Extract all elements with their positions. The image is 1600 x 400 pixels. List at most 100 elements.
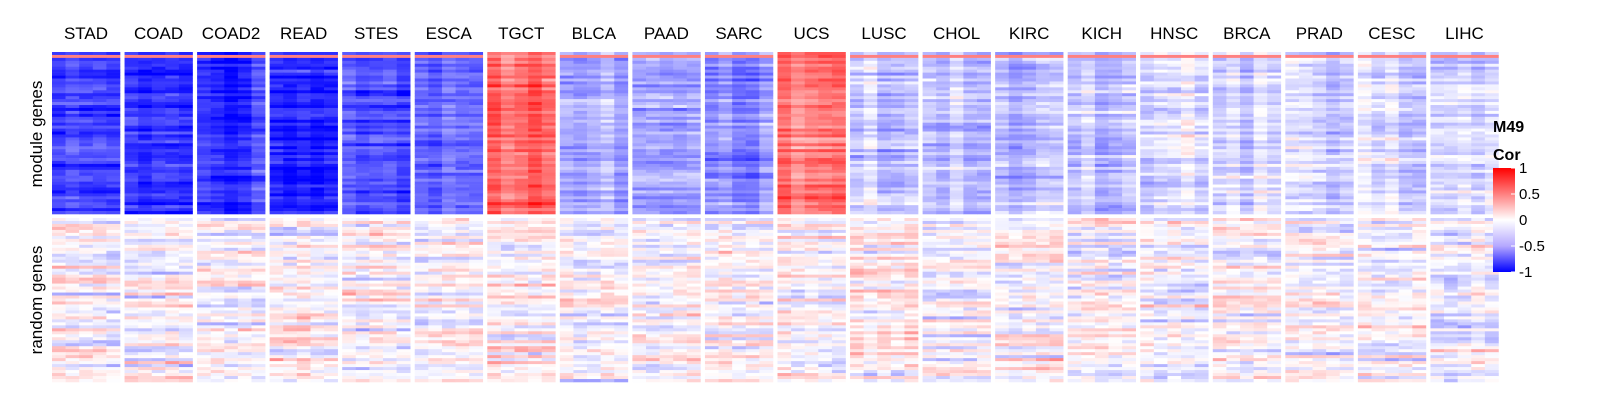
heatmap-cell — [342, 205, 357, 209]
heatmap-cell — [469, 158, 484, 162]
heatmap-cell — [686, 328, 701, 332]
heatmap-cell — [414, 72, 429, 76]
heatmap-cell — [441, 268, 456, 272]
heatmap-cell — [383, 211, 397, 215]
heatmap-cell — [342, 184, 357, 188]
heatmap-cell — [283, 232, 298, 237]
heatmap-cell — [469, 352, 484, 356]
heatmap-cell — [65, 352, 80, 356]
heatmap-cell — [269, 166, 284, 171]
heatmap-cell — [178, 149, 193, 153]
heatmap-cell — [138, 247, 153, 252]
heatmap-cell — [600, 256, 615, 261]
heatmap-cell — [369, 226, 384, 231]
heatmap-cell — [514, 52, 529, 56]
heatmap-cell — [559, 334, 574, 338]
heatmap-cell — [514, 292, 529, 296]
heatmap-cell — [414, 122, 429, 126]
heatmap-cell — [224, 131, 239, 135]
heatmap-cell — [428, 110, 443, 115]
heatmap-cell — [659, 143, 674, 147]
heatmap-cell — [528, 367, 542, 371]
heatmap-cell — [587, 322, 601, 326]
heatmap-cell — [65, 84, 80, 88]
heatmap-cell — [428, 235, 443, 240]
heatmap-cell — [237, 116, 252, 121]
heatmap-cell — [355, 149, 370, 153]
heatmap-cell — [396, 316, 411, 320]
heatmap-cell — [92, 241, 107, 246]
heatmap-cell — [528, 337, 542, 341]
heatmap-cell — [178, 175, 193, 179]
heatmap-cell — [178, 146, 193, 150]
heatmap-cell — [324, 244, 338, 249]
heatmap-cell — [500, 211, 515, 215]
heatmap-cell — [138, 331, 153, 335]
heatmap-cell — [310, 152, 325, 156]
heatmap-cell — [514, 155, 529, 159]
heatmap-cell — [600, 331, 615, 335]
heatmap-cell — [659, 301, 674, 305]
heatmap-cell — [355, 107, 370, 112]
heatmap-cell — [165, 328, 180, 332]
heatmap-cell — [414, 125, 429, 129]
heatmap-cell — [541, 271, 556, 275]
heatmap-cell — [210, 69, 225, 73]
heatmap-cell — [614, 134, 629, 138]
heatmap-cell — [469, 241, 484, 246]
heatmap-cell — [500, 75, 515, 79]
heatmap-cell — [686, 181, 701, 185]
heatmap-cell — [52, 325, 66, 329]
heatmap-cell — [659, 196, 674, 200]
heatmap-cell — [383, 334, 397, 338]
heatmap-cell — [487, 319, 502, 323]
heatmap-cell — [178, 96, 193, 100]
heatmap-cell — [52, 274, 66, 278]
heatmap-cell — [428, 163, 443, 168]
heatmap-cell — [79, 370, 94, 374]
heatmap-cell — [65, 78, 80, 82]
heatmap-cell — [138, 90, 153, 94]
heatmap-cell — [151, 298, 166, 302]
heatmap-cell — [632, 220, 647, 225]
heatmap-cell — [324, 75, 338, 79]
heatmap-cell — [342, 60, 357, 65]
heatmap-cell — [469, 57, 484, 62]
heatmap-cell — [106, 119, 121, 123]
heatmap-cell — [52, 376, 66, 380]
heatmap-cell — [514, 149, 529, 153]
heatmap-cell — [369, 307, 384, 311]
heatmap-cell — [224, 78, 239, 82]
heatmap-cell — [197, 90, 211, 94]
heatmap-cell — [178, 199, 193, 203]
heatmap-cell — [106, 328, 121, 332]
heatmap-cell — [165, 63, 180, 68]
heatmap-cell — [237, 247, 252, 252]
heatmap-cell — [528, 304, 542, 308]
heatmap-cell — [124, 107, 139, 112]
heatmap-cell — [224, 187, 239, 191]
heatmap-cell — [106, 376, 121, 380]
heatmap-cell — [455, 57, 470, 62]
heatmap-cell — [355, 163, 370, 168]
heatmap-cell — [296, 250, 311, 255]
heatmap-cell — [237, 316, 252, 320]
heatmap-cell — [541, 220, 556, 225]
heatmap-cell — [283, 301, 298, 305]
heatmap-cell — [79, 122, 94, 126]
heatmap-cell — [673, 134, 688, 138]
heatmap-cell — [165, 271, 180, 275]
heatmap-cell — [600, 346, 615, 350]
heatmap-cell — [283, 304, 298, 308]
heatmap-cell — [165, 87, 180, 91]
heatmap-cell — [383, 244, 397, 249]
heatmap-cell — [646, 262, 660, 267]
heatmap-cell — [269, 149, 284, 153]
heatmap-cell — [528, 322, 542, 326]
heatmap-cell — [469, 66, 484, 70]
heatmap-cell — [178, 163, 193, 168]
heatmap-cell — [573, 340, 588, 344]
heatmap-cell — [296, 196, 311, 200]
heatmap-cell — [587, 52, 601, 56]
heatmap-cell — [224, 325, 239, 329]
